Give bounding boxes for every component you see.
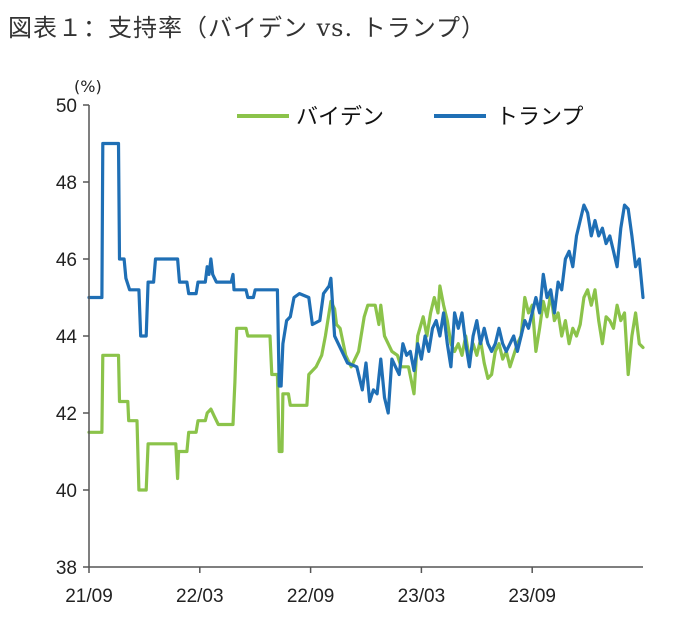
- y-tick-label: 44: [56, 327, 78, 348]
- y-tick-label: 42: [56, 404, 77, 425]
- y-tick-label: 46: [56, 250, 77, 271]
- series-line-1: [87, 141, 645, 415]
- legend: バイデン トランプ: [237, 105, 583, 130]
- y-tick-label: 38: [56, 558, 77, 579]
- y-tick-label: 48: [56, 173, 77, 194]
- legend-label-1: トランプ: [496, 105, 583, 130]
- y-unit-label: (%): [74, 77, 102, 96]
- y-tick-label: 40: [56, 481, 77, 502]
- x-tick-label: 21/09: [65, 586, 113, 607]
- x-tick-label: 22/09: [287, 586, 335, 607]
- tick-labels: 50 48 46 44 42 40 38 21/09 22/03 22/09 23/03 23/09: [56, 96, 556, 607]
- figure-title: 図表１：支持率（バイデン vs. トランプ）: [8, 14, 487, 42]
- x-tick-label: 22/03: [176, 586, 224, 607]
- legend-label-0: バイデン: [296, 105, 384, 130]
- plot-lines: [87, 141, 645, 492]
- series-line-0: [87, 284, 645, 492]
- x-tick-label: 23/09: [508, 586, 556, 607]
- y-tick-label: 50: [56, 96, 77, 117]
- axes: [83, 104, 643, 573]
- x-tick-label: 23/03: [398, 586, 446, 607]
